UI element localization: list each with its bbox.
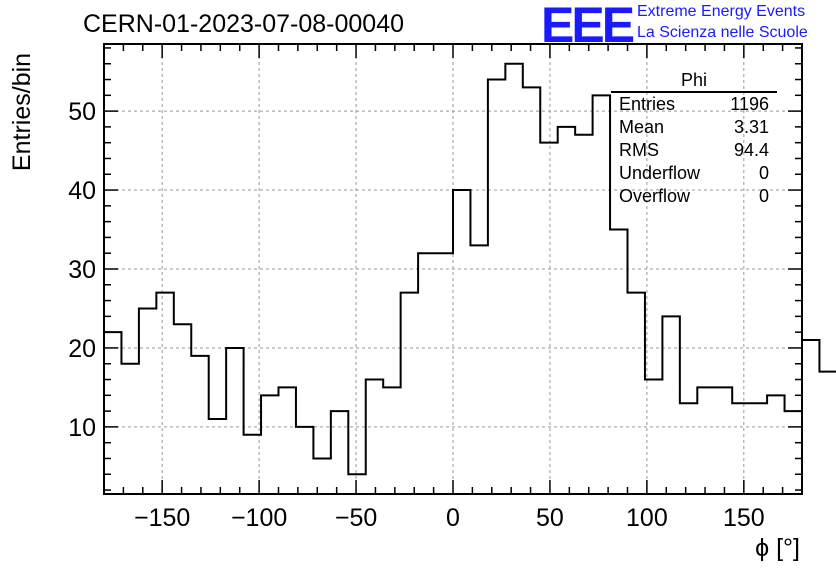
histogram-bin — [540, 143, 557, 494]
histogram-bin — [383, 387, 400, 494]
logo-line-1: Extreme Energy Events — [637, 3, 806, 20]
histogram-bin — [645, 380, 662, 494]
histogram-bin — [610, 230, 627, 494]
histogram-bin — [575, 135, 592, 494]
eee-logo: EEE — [541, 0, 635, 53]
histogram-bin — [156, 293, 173, 494]
stats-row: RMS 94.4 — [611, 139, 777, 162]
y-tick-label: 20 — [68, 335, 96, 363]
histogram-bin — [819, 372, 836, 494]
x-tick-label: 0 — [446, 504, 460, 532]
histogram-bin — [732, 403, 749, 494]
stats-row: Underflow 0 — [611, 162, 777, 185]
histogram-bin — [191, 356, 208, 494]
x-tick-label: 150 — [723, 504, 765, 532]
stats-label: Entries — [619, 94, 676, 114]
histogram-bin — [662, 316, 679, 494]
histogram-bin — [505, 64, 522, 494]
y-tick-label: 10 — [68, 414, 96, 442]
histogram-bin — [296, 427, 313, 494]
y-tick-label: 30 — [68, 256, 96, 284]
histogram-bin — [226, 348, 243, 494]
y-tick-label: 50 — [68, 98, 96, 126]
stats-value: 1196 — [730, 94, 769, 114]
histogram-bin — [750, 403, 767, 494]
x-tick-label: −150 — [134, 504, 190, 532]
histogram-bin — [802, 340, 819, 494]
histogram-bin — [209, 419, 226, 494]
histogram-bin — [715, 387, 732, 494]
stats-value: 3.31 — [733, 117, 769, 137]
histogram-bin — [401, 293, 418, 494]
stats-box: Phi Entries 1196 Mean 3.31 RMS 94.4 Underfl… — [611, 70, 777, 208]
histogram-bin — [366, 380, 383, 494]
histogram-bin — [104, 332, 121, 494]
x-tick-labels: −150 −100 −50 0 50 100 150 — [134, 504, 765, 532]
y-tick-label: 40 — [68, 177, 96, 205]
histogram-bin — [348, 474, 365, 494]
stats-value: 0 — [758, 163, 769, 183]
histogram-bin — [436, 253, 453, 494]
histogram-bin — [470, 245, 487, 494]
x-axis-label: ϕ [°] — [755, 534, 800, 562]
stats-label: RMS — [619, 140, 659, 160]
stats-label: Overflow — [619, 186, 691, 206]
stats-row: Overflow 0 — [611, 185, 777, 208]
histogram-bin — [767, 395, 784, 494]
stats-label: Underflow — [619, 163, 701, 183]
histogram-bin — [628, 293, 645, 494]
histogram-bin — [558, 127, 575, 494]
stats-value: 94.4 — [733, 140, 769, 160]
histogram-bin — [488, 80, 505, 494]
histogram-bin — [418, 253, 435, 494]
histogram-bin — [697, 387, 714, 494]
y-axis-label: Entries/bin — [8, 52, 36, 172]
histogram-bin — [785, 411, 802, 494]
histogram-bin — [313, 458, 330, 494]
histogram-outline — [104, 62, 836, 476]
histogram-bin — [523, 87, 540, 494]
x-tick-label: 50 — [536, 504, 564, 532]
y-tick-labels: 10 20 30 40 50 — [68, 98, 96, 442]
stats-row: Mean 3.31 — [611, 116, 777, 139]
histogram-bin — [121, 364, 138, 494]
x-tick-label: −100 — [231, 504, 287, 532]
grid-lines — [104, 44, 802, 494]
stats-value: 0 — [758, 186, 769, 206]
histogram-bin — [453, 190, 470, 494]
histogram-bin — [680, 403, 697, 494]
histogram-bin — [279, 387, 296, 494]
stats-box-title: Phi — [611, 70, 777, 93]
x-tick-label: 100 — [626, 504, 668, 532]
histogram-bin — [331, 411, 348, 494]
x-tick-label: −50 — [335, 504, 377, 532]
histogram-bin — [261, 395, 278, 494]
run-title: CERN-01-2023-07-08-00040 — [83, 10, 405, 38]
logo-line-2: La Scienza nelle Scuole — [637, 24, 808, 41]
stats-label: Mean — [619, 117, 665, 137]
histogram-bin — [139, 308, 156, 494]
histogram-bin — [593, 95, 610, 494]
histogram-bin — [174, 324, 191, 494]
stats-row: Entries 1196 — [611, 93, 777, 116]
axis-ticks — [103, 44, 803, 494]
